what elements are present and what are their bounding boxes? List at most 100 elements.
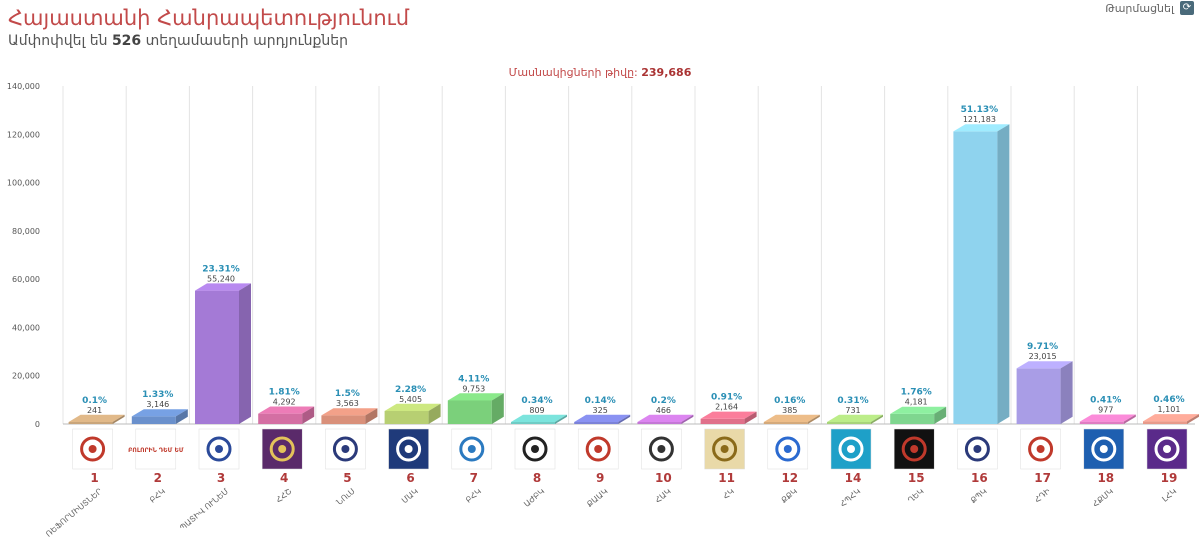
party-number: 6 <box>406 471 414 485</box>
bar-top <box>637 414 694 422</box>
bar-value-label: 5,405 <box>399 395 422 404</box>
bar-percent-label: 0.14% <box>585 396 616 406</box>
party-abbreviation: ԲՀԿ <box>464 487 483 505</box>
logo-mark <box>459 436 485 462</box>
bar-value-label: 55,240 <box>207 274 235 283</box>
logo-mark <box>1154 436 1180 462</box>
refresh-button[interactable]: Թարմացնել ⟳ <box>1105 1 1194 15</box>
bar-side <box>618 414 631 424</box>
bar-top <box>574 414 631 422</box>
bar-top <box>195 283 251 291</box>
sigma-logo-icon <box>1083 428 1125 470</box>
logo-mark <box>648 436 674 462</box>
bar-percent-label: 0.16% <box>774 396 805 406</box>
logo-dot <box>531 445 539 453</box>
square-logo-icon <box>1146 428 1188 470</box>
logo-mark <box>332 436 358 462</box>
bar-side <box>302 406 315 424</box>
bar-6: 2.28%5,405 <box>384 385 441 424</box>
bar-7: 4.11%9,753 <box>447 374 504 424</box>
y-tick-label: 20,000 <box>12 372 40 381</box>
logo-mark <box>269 436 295 462</box>
bar-percent-label: 0.91% <box>711 393 742 403</box>
page-title: Հայաստանի Հանրապետությունում <box>8 6 410 30</box>
bar-top <box>511 414 567 422</box>
logo-dot <box>973 445 982 453</box>
blocks-logo-icon <box>325 428 366 470</box>
party-number: 19 <box>1161 471 1178 485</box>
bar-9: 0.14%325 <box>574 396 631 424</box>
bar-percent-label: 0.46% <box>1153 395 1184 405</box>
logo-mark <box>838 436 864 462</box>
bar-front <box>195 290 239 424</box>
participants-value: 239,686 <box>641 66 692 79</box>
party-abbreviation: ԲՀԿ <box>148 487 167 505</box>
bar-front <box>700 418 745 424</box>
party-number: 8 <box>533 471 541 485</box>
bar-17: 9.71%23,015 <box>1016 342 1073 424</box>
bar-front <box>321 415 366 424</box>
logo-dot <box>1099 445 1108 453</box>
bar-side <box>365 408 378 424</box>
party-abbreviation: ՔՔԿ <box>780 487 800 506</box>
bar-19: 0.46%1,101 <box>1143 395 1199 424</box>
party-number: 17 <box>1034 471 1051 485</box>
y-tick-label: 80,000 <box>12 227 40 236</box>
bar-front <box>763 422 808 424</box>
bar-top <box>131 409 188 417</box>
logo-dot <box>467 445 476 453</box>
bolorin-logo-icon: ԲՈԼՈՐԻՆ ԴԵՄ ԵՄ <box>128 428 184 470</box>
bar-11: 0.91%2,164 <box>700 393 757 424</box>
logo-mark <box>775 436 801 462</box>
bar-side <box>112 414 125 424</box>
subtitle-suffix: տեղամասերի արդյունքներ <box>145 33 349 49</box>
party-abbreviation: ՂԵԿ <box>906 487 925 505</box>
logo-dot <box>278 445 287 453</box>
party-number: 4 <box>280 471 288 485</box>
logo-dot <box>594 445 603 453</box>
party-abbreviation: ՆՈւՍ <box>335 487 357 507</box>
participants-label: Մասնակիցների թիվը: <box>508 66 638 79</box>
arrows-logo-icon <box>1020 428 1061 470</box>
refresh-icon: ⟳ <box>1180 1 1194 15</box>
bar-percent-label: 9.71% <box>1027 342 1058 352</box>
party-number: 1 <box>90 471 98 485</box>
party-number: 16 <box>971 471 988 485</box>
party-number: 3 <box>217 471 225 485</box>
bar-percent-label: 0.34% <box>521 396 552 406</box>
bar-value-label: 809 <box>529 406 544 415</box>
bar-3: 23.31%55,240 <box>195 264 251 424</box>
party-abbreviation: ՀԿ <box>721 487 736 501</box>
bar-side <box>871 414 883 424</box>
logo-mark <box>964 436 990 462</box>
logo-mark <box>1028 436 1054 462</box>
bar-front <box>1016 368 1061 424</box>
chart-bars: 0.1%2411.33%3,14623.31%55,2401.81%4,2921… <box>68 105 1199 424</box>
bar-value-label: 1,101 <box>1158 405 1181 414</box>
bar-side <box>1123 414 1136 424</box>
bar-percent-label: 1.81% <box>269 387 300 397</box>
logo-mark <box>80 436 106 462</box>
bar-2: 1.33%3,146 <box>131 390 188 424</box>
party-abbreviation: ՀԴԻ <box>1033 486 1052 504</box>
pativ-logo-icon <box>198 428 240 470</box>
bar-top <box>890 406 947 414</box>
party-abbreviation: ՀԱԿ <box>653 487 672 505</box>
bird-logo-icon <box>451 428 493 470</box>
party-number: 11 <box>718 471 735 485</box>
bar-12: 0.16%385 <box>763 396 820 424</box>
logo-dot <box>404 445 413 453</box>
bar-front <box>890 413 935 424</box>
bar-top <box>763 414 820 422</box>
party-number: 7 <box>470 471 478 485</box>
bar-top <box>68 414 125 422</box>
hand-logo-icon <box>72 428 113 470</box>
bar-percent-label: 2.28% <box>395 385 426 395</box>
bar-value-label: 4,181 <box>905 398 928 407</box>
logo-mark <box>206 436 232 462</box>
bar-side <box>807 414 820 424</box>
bar-front <box>131 416 176 424</box>
bar-percent-label: 0.2% <box>651 396 676 406</box>
party-number: 14 <box>845 471 862 485</box>
